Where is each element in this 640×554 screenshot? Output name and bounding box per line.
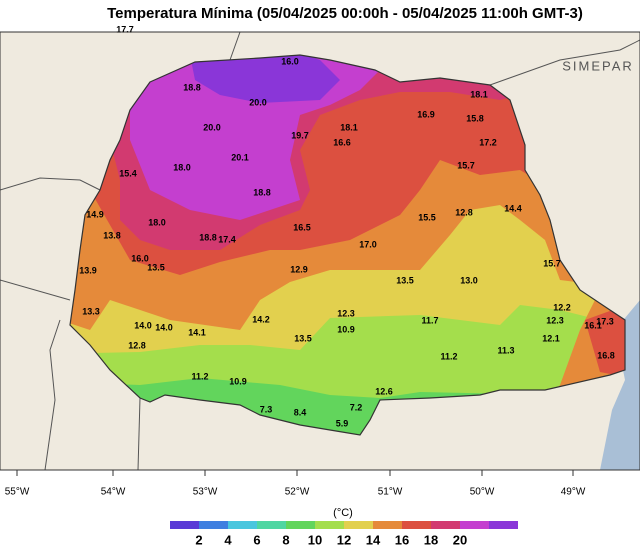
station-value: 17.7 [116,24,134,34]
legend-tick: 12 [337,532,351,547]
station-value: 15.4 [119,168,137,178]
lon-label: 52°W [285,487,310,498]
legend-swatch [170,521,199,529]
station-value: 7.3 [260,404,273,414]
legend-unit: (°C) [333,507,353,519]
station-value: 14.4 [504,203,522,213]
legend-swatch [344,521,373,529]
station-value: 17.3 [596,316,614,326]
legend-tick: 16 [395,532,409,547]
legend-tick: 14 [366,532,381,547]
station-value: 12.6 [375,386,393,396]
station-value: 13.5 [147,262,165,272]
temperature-zone [70,55,625,400]
lon-label: 53°W [193,487,218,498]
station-value: 12.2 [553,302,571,312]
station-value: 12.8 [128,340,146,350]
station-value: 15.7 [543,258,561,268]
station-value: 14.0 [155,322,173,332]
station-value: 20.1 [231,152,249,162]
station-value: 18.0 [173,162,191,172]
station-value: 16.0 [131,253,149,263]
station-value: 16.0 [281,56,299,66]
station-value: 10.9 [337,324,355,334]
logo: SIMEPAR [562,58,634,73]
lon-label: 54°W [101,487,126,498]
station-value: 18.1 [340,122,358,132]
station-value: 13.9 [79,265,97,275]
legend-tick: 10 [308,532,322,547]
station-value: 10.9 [229,376,247,386]
legend-swatch [373,521,402,529]
station-value: 13.5 [294,333,312,343]
station-value: 12.1 [542,333,560,343]
station-value: 12.9 [290,264,308,274]
temperature-zone [120,55,380,220]
station-value: 17.0 [359,239,377,249]
station-value: 12.3 [337,308,355,318]
station-value: 8.4 [294,407,307,417]
station-value: 16.8 [597,350,615,360]
lon-label: 49°W [561,487,586,498]
title: Temperatura Mínima (05/04/2025 00:00h - … [107,5,583,22]
borders [0,31,640,471]
station-value: 15.7 [457,160,475,170]
legend-tick: 8 [282,532,289,547]
station-value: 15.5 [418,212,436,222]
station-value: 13.8 [103,230,121,240]
map-frame [0,31,640,471]
station-value: 16.9 [417,109,435,119]
station-value: 16.6 [333,137,351,147]
station-value: 18.8 [183,82,201,92]
station-value: 14.9 [86,209,104,219]
temperature-zone [585,300,625,380]
station-value: 15.8 [466,113,484,123]
legend-tick: 4 [224,532,232,547]
legend-tick: 20 [453,532,467,547]
legend-tick: 6 [253,532,260,547]
station-value: 13.5 [396,275,414,285]
legend-tick: 18 [424,532,438,547]
station-value: 18.8 [199,232,217,242]
legend-swatch [228,521,257,529]
ocean [600,300,640,470]
station-value: 18.0 [148,217,166,227]
station-value: 17.4 [218,234,236,244]
station-value: 16.5 [293,222,311,232]
station-value: 13.3 [82,306,100,316]
station-value: 5.9 [336,418,349,428]
station-value: 7.2 [350,402,363,412]
station-value: 11.3 [497,345,514,355]
station-value: 11.2 [440,351,457,361]
legend-swatch [199,521,228,529]
lon-label: 51°W [378,487,403,498]
legend-swatch [257,521,286,529]
station-value: 14.2 [252,314,270,324]
station-value: 18.8 [253,187,271,197]
station-value: 14.1 [188,327,206,337]
legend-swatch [460,521,489,529]
legend-swatch [402,521,431,529]
station-value: 16.1 [584,320,602,330]
station-value: 11.7 [421,315,438,325]
legend-swatch [286,521,315,529]
lon-label: 50°W [470,487,495,498]
legend-tick: 2 [195,532,202,547]
station-value: 18.1 [470,89,488,99]
station-value: 12.3 [546,315,564,325]
station-value: 20.0 [203,122,221,132]
station-value: 19.7 [291,130,309,140]
station-value: 20.0 [249,97,267,107]
legend-swatch [489,521,518,529]
station-value: 17.2 [479,137,497,147]
station-value: 12.8 [455,207,473,217]
legend-swatch [315,521,344,529]
lon-label: 55°W [5,487,30,498]
station-value: 13.0 [460,275,478,285]
station-value: 11.2 [191,371,208,381]
station-value: 14.0 [134,320,152,330]
legend-swatch [431,521,460,529]
temperature-zone [190,55,340,103]
